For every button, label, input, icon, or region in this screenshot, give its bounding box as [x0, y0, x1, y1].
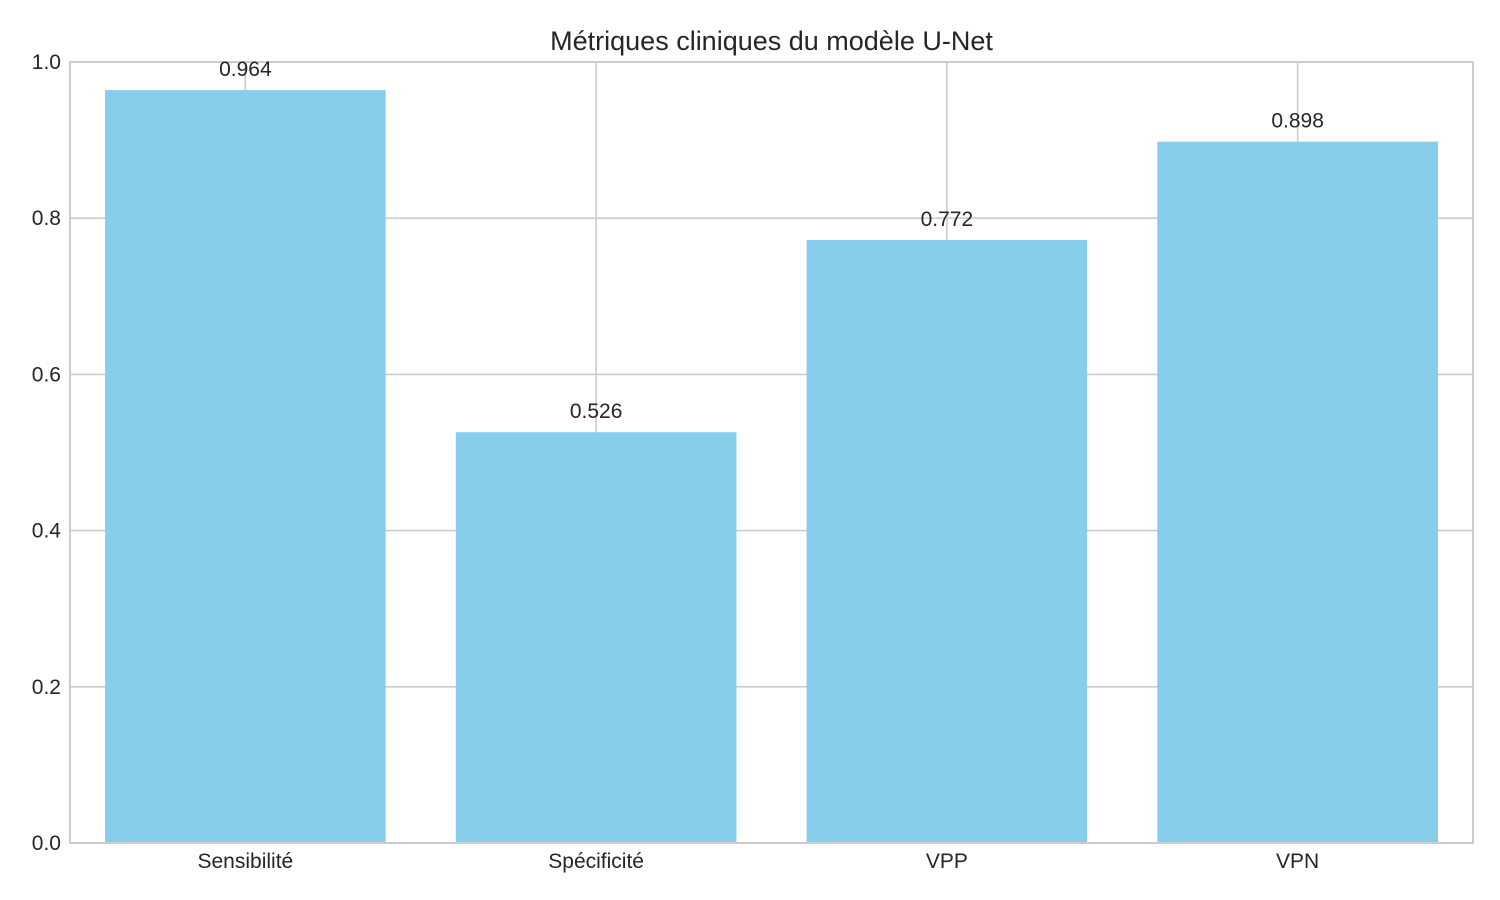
x-tick-label: Sensibilité [198, 850, 294, 873]
plot-frame [69, 61, 1474, 844]
x-tick-label: VPN [1276, 850, 1319, 873]
y-tick-label: 0.8 [32, 207, 61, 230]
y-tick-label: 0.0 [32, 832, 61, 855]
data-label: 0.526 [570, 400, 623, 423]
bars [105, 90, 1438, 844]
x-tick-label: VPP [926, 850, 968, 873]
y-tick-label: 1.0 [32, 51, 61, 74]
data-label: 0.964 [219, 58, 272, 81]
chart-title: Métriques cliniques du modèle U-Net [550, 26, 993, 56]
bar-1 [105, 90, 386, 844]
y-tick-label: 0.2 [32, 676, 61, 699]
x-tick-label: Spécificité [548, 850, 644, 873]
bar-4 [1157, 141, 1438, 844]
y-tick-label: 0.4 [32, 520, 62, 543]
data-labels: 0.964 0.526 0.772 0.898 [219, 58, 1324, 423]
y-axis-ticks: 0.0 0.2 0.4 0.6 0.8 1.0 [32, 51, 62, 855]
y-tick-label: 0.6 [32, 363, 61, 386]
data-label: 0.772 [921, 208, 974, 231]
x-axis-ticks: Sensibilité Spécificité VPP VPN [198, 850, 1320, 873]
bar-3 [806, 240, 1088, 843]
data-label: 0.898 [1271, 110, 1324, 133]
bar-2 [455, 432, 737, 843]
